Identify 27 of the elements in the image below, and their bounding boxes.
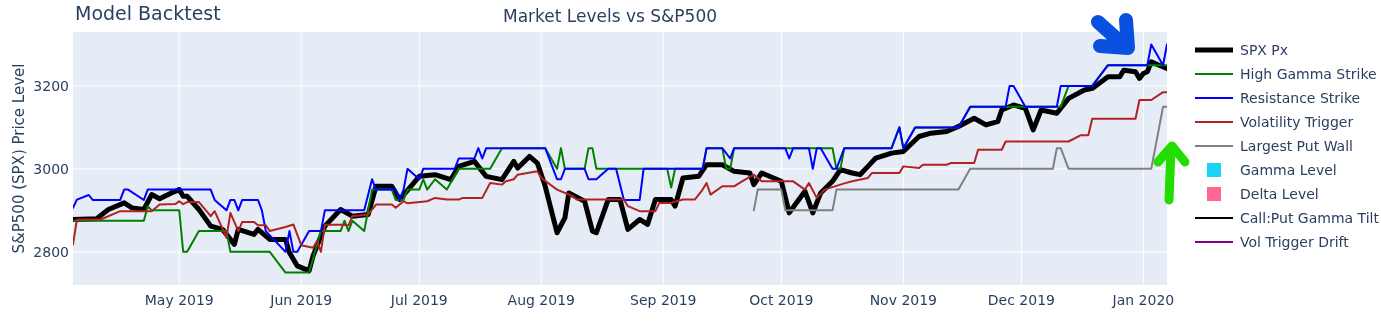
line-series	[73, 91, 1167, 253]
x-tick-label: May 2019	[144, 292, 214, 308]
x-tick-label: Jun 2019	[269, 292, 333, 308]
x-tick-label: Dec 2019	[987, 292, 1055, 308]
y-axis-title: S&P500 (SPX) Price Level	[10, 63, 28, 254]
y-tick-label: 3200	[33, 77, 69, 94]
legend-label: Delta Level	[1240, 186, 1319, 202]
legend-label: Call:Put Gamma Tilt	[1240, 210, 1380, 226]
y-tick-label: 2800	[33, 243, 69, 260]
x-tick-label: Oct 2019	[749, 292, 814, 308]
legend-label: SPX Px	[1240, 42, 1289, 58]
x-tick-label: Jan 2020	[1111, 292, 1175, 308]
legend-label: Gamma Level	[1240, 162, 1337, 178]
legend-label: Vol Trigger Drift	[1240, 234, 1350, 250]
line-series	[752, 105, 1167, 212]
line-series	[73, 43, 1167, 253]
x-tick-label: Sep 2019	[630, 292, 697, 308]
chart-subtitle: Model Backtest	[75, 2, 221, 24]
y-tick-label: 3000	[33, 160, 69, 177]
legend-label: High Gamma Strike	[1240, 66, 1377, 82]
legend-label: Largest Put Wall	[1240, 138, 1353, 154]
chart-title: Market Levels vs S&P500	[502, 6, 718, 26]
x-tick-label: Aug 2019	[507, 292, 576, 308]
legend-label: Volatility Trigger	[1240, 114, 1354, 130]
x-tick-label: Jul 2019	[389, 292, 448, 308]
legend-label: Resistance Strike	[1240, 90, 1361, 106]
x-tick-label: Nov 2019	[869, 292, 938, 308]
